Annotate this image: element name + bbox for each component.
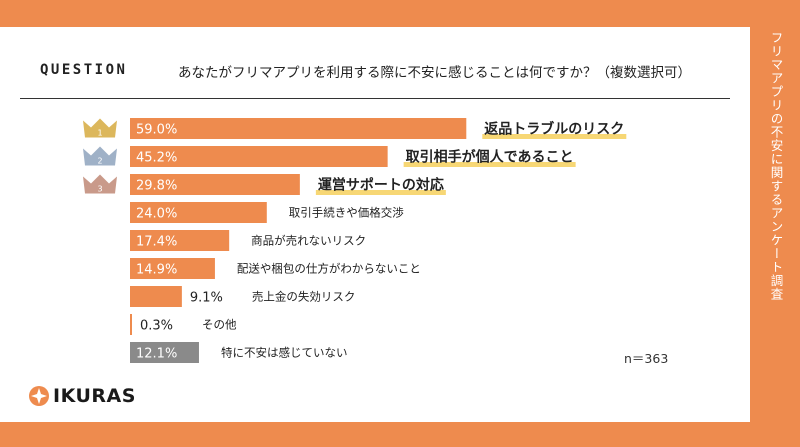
logo: IKURAS: [28, 385, 136, 407]
bar: [130, 174, 300, 195]
category-label: 取引相手が個人であること: [406, 149, 574, 166]
side-title-text: フリマアプリの不安に関するアンケート調査: [768, 31, 784, 301]
value-label: 14.9%: [136, 263, 177, 278]
label-highlight: [482, 134, 627, 139]
value-label: 12.1%: [136, 347, 177, 362]
rank-number: 1: [97, 129, 102, 138]
label-highlight: [315, 190, 446, 195]
card-panel: [0, 27, 750, 422]
value-label: 45.2%: [136, 151, 177, 166]
category-label: 返品トラブルのリスク: [484, 121, 624, 138]
category-label: その他: [202, 318, 237, 332]
rank-crown-icon: [83, 174, 117, 194]
value-label: 24.0%: [136, 207, 177, 222]
category-label: 配送や梱包の仕方がわからないこと: [237, 262, 421, 276]
value-label: 29.8%: [136, 179, 177, 194]
bar: [130, 258, 215, 279]
value-label: 9.1%: [190, 291, 223, 306]
rank-number: 3: [97, 185, 102, 194]
logo-text: IKURAS: [53, 385, 136, 407]
rank-crown-icon: [83, 146, 117, 166]
category-label: 取引手続きや価格交渉: [289, 206, 404, 220]
rank-crown-icon: [83, 118, 117, 138]
category-label: 運営サポートの対応: [318, 177, 444, 194]
bar: [130, 286, 182, 307]
value-label: 59.0%: [136, 123, 177, 138]
question-label: QUESTION: [40, 62, 128, 78]
rank-number: 2: [97, 157, 102, 166]
question-divider: [20, 98, 730, 99]
bar: [130, 230, 230, 251]
bar: [130, 118, 467, 139]
bar: [130, 314, 132, 335]
category-label: 特に不安は感じていない: [221, 346, 348, 360]
bar: [130, 146, 388, 167]
bar: [130, 202, 267, 223]
category-label: 売上金の失効リスク: [252, 290, 356, 304]
category-label: 商品が売れないリスク: [251, 234, 366, 248]
side-title: フリマアプリの不安に関するアンケート調査: [752, 27, 800, 422]
value-label: 0.3%: [140, 319, 173, 334]
sample-size-label: n＝363: [624, 351, 669, 366]
bar: [130, 342, 199, 363]
label-highlight: [403, 162, 576, 167]
value-label: 17.4%: [136, 235, 177, 250]
logo-mark-icon: [29, 386, 49, 406]
question-text: あなたがフリマアプリを利用する際に不安に感じることは何ですか？（複数選択可）: [178, 65, 691, 81]
